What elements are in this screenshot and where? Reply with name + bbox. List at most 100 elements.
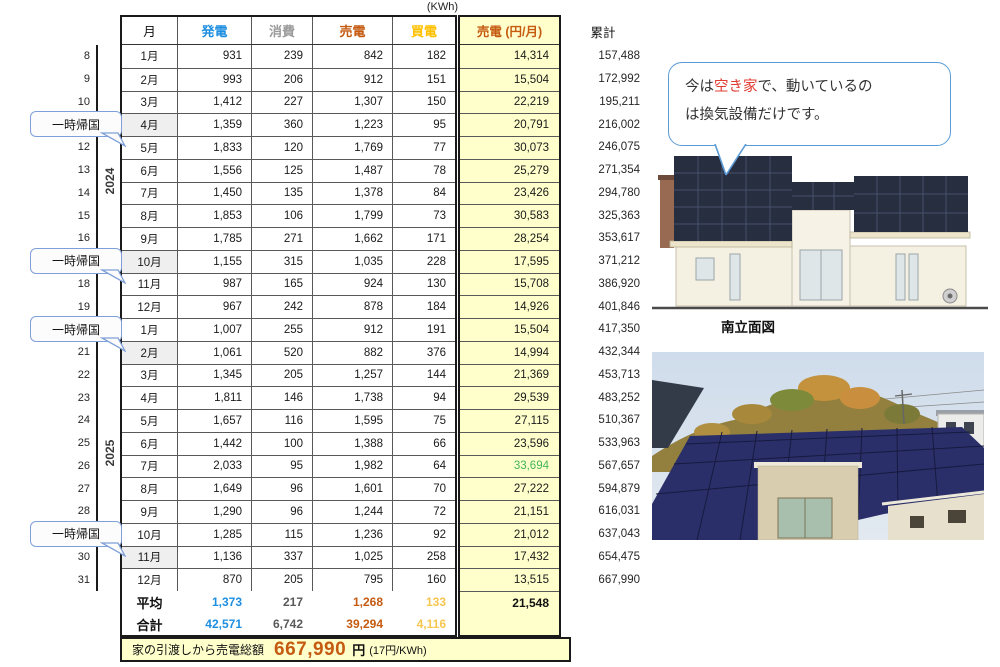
cell-yen-monthly[interactable]: 21,369 [460,363,559,387]
excel-row-number[interactable]: 19 [77,300,90,313]
cell-month[interactable]: 11月 [122,546,177,569]
cell-sell[interactable]: 1,601 [312,478,392,500]
excel-row-number[interactable]: 27 [77,482,90,495]
header-month[interactable]: 月 [143,25,156,39]
cell-yen-monthly[interactable]: 23,596 [460,431,559,455]
cell-month[interactable]: 2月 [122,341,177,364]
excel-row-number[interactable]: 12 [77,141,90,154]
cumulative-value[interactable]: 533,963 [598,437,640,450]
cell-sell[interactable]: 1,257 [312,364,392,387]
cell-sell[interactable]: 1,388 [312,432,392,455]
cell-gen[interactable]: 993 [177,68,251,91]
cell-gen[interactable]: 1,450 [177,182,251,205]
cell-month[interactable]: 9月 [140,233,159,246]
cell-gen[interactable]: 987 [177,273,251,296]
cell-buy[interactable]: 84 [392,182,455,205]
cell-gen[interactable]: 1,290 [177,501,251,523]
cumulative-value[interactable]: 353,617 [598,232,640,245]
speech-bubble[interactable]: 今は空き家で、動いているの は換気設備だけです。 [668,62,951,146]
cell-month[interactable]: 6月 [140,438,159,451]
cell-cons[interactable]: 242 [251,296,312,318]
cell-cons[interactable]: 255 [251,319,312,341]
rooftop-photo[interactable] [652,352,984,540]
cell-cons[interactable]: 227 [251,91,312,114]
total-sold[interactable]: 39,294 [346,617,383,631]
cumulative-value[interactable]: 195,211 [599,95,640,108]
cumulative-value[interactable]: 483,252 [598,391,640,404]
cumulative-value[interactable]: 637,043 [598,528,640,541]
cell-gen[interactable]: 1,785 [177,228,251,250]
excel-row-number[interactable]: 9 [83,73,90,86]
cell-sell[interactable]: 1,307 [312,91,392,114]
excel-row-number[interactable]: 16 [77,232,90,245]
header-bought[interactable]: 買電 [392,17,455,44]
cell-buy[interactable]: 92 [392,523,455,546]
excel-row-number[interactable]: 26 [77,459,90,472]
cumulative-value[interactable]: 172,992 [598,73,640,86]
cell-cons[interactable]: 125 [251,159,312,182]
cell-month[interactable]: 6月 [140,165,159,178]
cell-buy[interactable]: 78 [392,159,455,182]
cumulative-value[interactable]: 401,846 [598,300,640,313]
cell-yen-monthly[interactable]: 30,583 [460,204,559,227]
cell-yen-monthly[interactable]: 14,314 [513,50,549,63]
cumulative-value[interactable]: 371,212 [598,255,640,268]
cell-month[interactable]: 5月 [140,415,159,428]
cell-gen[interactable]: 1,811 [177,387,251,409]
cell-month[interactable]: 8月 [140,484,159,497]
cell-buy[interactable]: 75 [392,410,455,432]
cell-yen-monthly[interactable]: 17,432 [460,545,559,569]
cell-month[interactable]: 4月 [122,114,177,136]
cell-cons[interactable]: 205 [251,569,312,591]
cell-cons[interactable]: 96 [251,501,312,523]
cumulative-value[interactable]: 616,031 [598,505,640,518]
excel-row-number[interactable]: 10 [77,95,90,108]
excel-row-number[interactable]: 24 [77,414,90,427]
cell-yen-monthly[interactable]: 27,222 [460,477,559,500]
cell-sell[interactable]: 1,662 [312,228,392,250]
cell-month[interactable]: 2月 [140,74,159,87]
cell-month[interactable]: 12月 [137,302,162,315]
cell-yen-monthly[interactable]: 21,151 [460,500,559,523]
cell-buy[interactable]: 66 [392,432,455,455]
yen-average[interactable]: 21,548 [460,591,559,613]
total-consumption[interactable]: 6,742 [272,617,303,631]
cell-month[interactable]: 10月 [122,250,177,273]
cell-buy[interactable]: 191 [392,319,455,341]
cell-cons[interactable]: 337 [251,546,312,569]
cell-buy[interactable]: 376 [392,341,455,364]
cell-buy[interactable]: 95 [392,114,455,136]
cell-month[interactable]: 11月 [137,279,162,292]
cell-buy[interactable]: 151 [392,68,455,91]
cumulative-value[interactable]: 654,475 [598,550,640,563]
callout-temporary-return[interactable]: 一時帰国 [30,316,126,353]
callout-temporary-return[interactable]: 一時帰国 [30,111,126,148]
cumulative-value[interactable]: 271,354 [598,164,640,177]
header-consumption[interactable]: 消費 [251,17,312,44]
cell-sell[interactable]: 1,223 [312,114,392,136]
excel-row-number[interactable]: 31 [77,573,90,586]
cell-buy[interactable]: 258 [392,546,455,569]
cell-yen-monthly[interactable]: 25,279 [460,158,559,182]
cell-month[interactable]: 1月 [140,51,159,64]
cumulative-value[interactable]: 432,344 [598,346,640,359]
cell-yen-monthly[interactable]: 15,504 [460,67,559,91]
cumulative-value[interactable]: 567,657 [598,459,640,472]
cell-gen[interactable]: 1,061 [177,341,251,364]
cell-gen[interactable]: 1,155 [177,250,251,273]
cell-month[interactable]: 3月 [140,370,159,383]
cell-gen[interactable]: 1,136 [177,546,251,569]
cell-cons[interactable]: 100 [251,432,312,455]
cell-cons[interactable]: 315 [251,250,312,273]
cell-gen[interactable]: 1,556 [177,159,251,182]
cell-cons[interactable]: 120 [251,137,312,159]
cumulative-value[interactable]: 325,363 [598,209,640,222]
cell-cons[interactable]: 360 [251,114,312,136]
cumulative-value[interactable]: 294,780 [598,186,640,199]
excel-row-number[interactable]: 13 [77,164,90,177]
cell-yen-monthly[interactable]: 28,254 [460,227,559,250]
cell-gen[interactable]: 1,285 [177,523,251,546]
cell-sell[interactable]: 1,378 [312,182,392,205]
cell-cons[interactable]: 135 [251,182,312,205]
cumulative-value[interactable]: 594,879 [598,482,640,495]
